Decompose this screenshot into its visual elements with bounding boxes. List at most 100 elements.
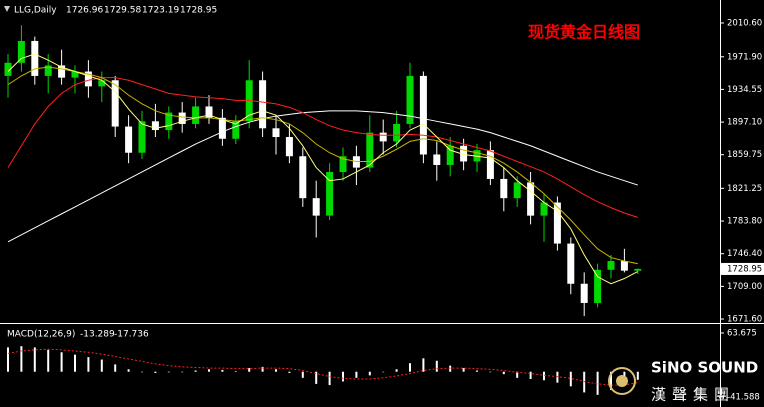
macd-bar	[409, 363, 411, 372]
candle-body	[580, 283, 588, 303]
macd-bar	[194, 370, 197, 372]
macd-bar	[449, 365, 452, 372]
watermark-logo	[608, 367, 636, 395]
candle-body	[326, 171, 334, 216]
watermark-brand: SiNO SOUND	[651, 359, 758, 377]
macd-bar	[516, 371, 519, 378]
macd-bar	[20, 346, 23, 372]
candle-body	[567, 243, 575, 284]
macd-bar	[583, 371, 586, 393]
candle-body	[17, 40, 25, 63]
macd-bar	[141, 371, 143, 373]
y-tick-label: 1934.55	[727, 85, 762, 95]
candle-body	[620, 261, 628, 271]
macd-bar	[248, 368, 251, 372]
macd-bar	[7, 347, 9, 372]
macd-bar	[342, 371, 344, 382]
candle-body	[205, 106, 213, 118]
y-tick-label: 1897.10	[727, 118, 762, 128]
macd-bar	[74, 354, 76, 372]
macd-bar	[275, 369, 277, 372]
candle-body	[84, 71, 92, 87]
watermark: SiNO SOUND 漢聲集團	[608, 359, 758, 404]
y-tick-label: 1709.00	[727, 282, 762, 292]
candle-body	[594, 269, 602, 303]
macd-bar	[382, 371, 385, 373]
macd-bar	[435, 360, 438, 372]
last-price-box	[721, 262, 764, 275]
macd-bar	[261, 366, 264, 372]
macd-bar	[33, 347, 36, 372]
candle-body	[111, 80, 119, 127]
macd-bar	[596, 371, 599, 395]
candle-body	[460, 145, 468, 162]
candle-body	[178, 112, 186, 124]
macd-bar	[208, 369, 210, 372]
candle-body	[138, 121, 146, 153]
candle-body	[98, 80, 106, 87]
watermark-logo-core	[616, 375, 628, 387]
last-price-label: 1728.95	[727, 264, 762, 274]
candle-body	[31, 40, 39, 76]
macd-bar	[368, 371, 371, 376]
header-icon	[4, 6, 10, 12]
signal-line	[7, 348, 638, 386]
candle-body	[553, 202, 561, 244]
y-tick-label: 2010.60	[727, 18, 762, 28]
macd-bar	[610, 371, 612, 390]
macd-bar	[355, 371, 358, 378]
candle-body	[165, 112, 173, 131]
candle-body	[393, 123, 401, 142]
candle-body	[125, 126, 133, 153]
candle-body	[151, 121, 159, 131]
candle-body	[379, 132, 387, 142]
macd-bar	[395, 369, 398, 372]
candle-body	[192, 106, 200, 124]
candle-body	[285, 137, 293, 157]
symbol-label: LLG,Daily	[14, 6, 57, 16]
candle-body	[259, 80, 267, 129]
macd-bar	[288, 371, 291, 373]
candle-body	[44, 65, 52, 76]
macd-value: -13.289	[80, 330, 115, 340]
macd-bar	[301, 371, 304, 378]
y-tick-label: 63.675	[727, 328, 757, 338]
y-tick-label: 1971.90	[727, 52, 762, 62]
macd-bar	[543, 371, 545, 381]
candle-body	[71, 71, 79, 78]
macd-bar	[154, 371, 157, 373]
y-tick-label: -41.588	[727, 393, 760, 403]
candle-body	[366, 132, 374, 168]
macd-bar	[502, 371, 505, 375]
candle-body	[500, 178, 508, 199]
candle-body	[58, 65, 66, 78]
candle-body	[433, 154, 441, 165]
candle-body	[339, 156, 347, 172]
macd-bar	[529, 371, 532, 380]
macd-bar	[422, 358, 425, 372]
candle-body	[232, 121, 240, 139]
y-tick-label: 1671.60	[727, 315, 762, 325]
y-tick-label: 1821.25	[727, 184, 762, 194]
macd-bar	[489, 371, 492, 373]
candle-body	[446, 145, 454, 165]
candle-body	[486, 150, 494, 179]
candle-body	[272, 128, 280, 138]
macd-bar	[462, 368, 465, 372]
macd-bar	[47, 349, 50, 372]
header-close: 1728.95	[180, 6, 217, 16]
macd-title: MACD(12,26,9)	[7, 330, 75, 340]
y-tick-label: 1859.75	[727, 150, 762, 160]
macd-bar	[636, 371, 639, 380]
macd-bar	[556, 371, 559, 383]
macd-bar	[60, 352, 63, 372]
macd-bar	[315, 371, 318, 384]
macd-bar	[100, 359, 103, 372]
chart-title: 现货黄金日线图	[528, 23, 640, 42]
macd-bar	[221, 369, 224, 372]
signal-value: -17.736	[114, 330, 149, 340]
candle-body	[299, 156, 307, 199]
candle-body	[419, 75, 427, 155]
